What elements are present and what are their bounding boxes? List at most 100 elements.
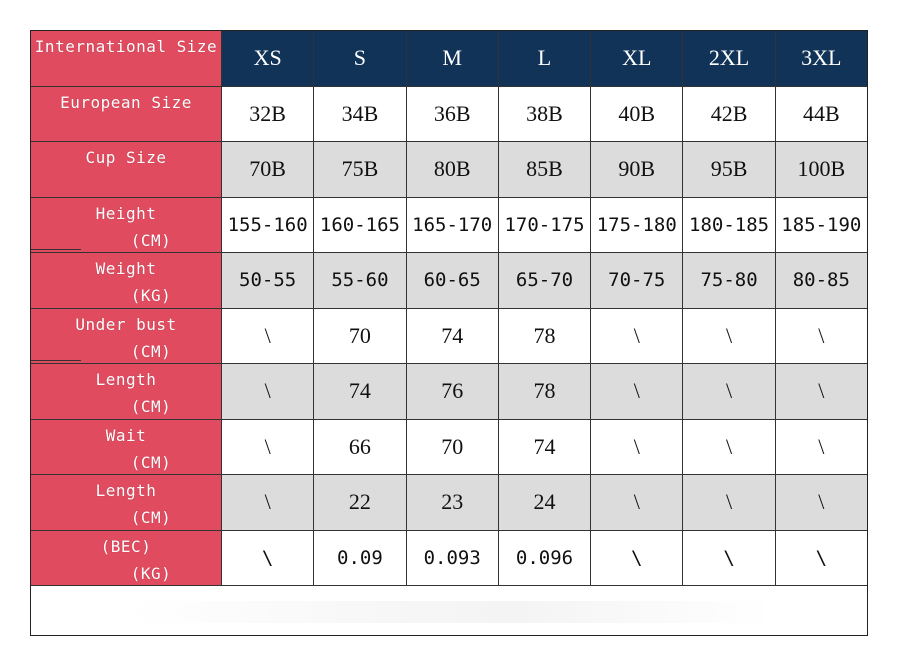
table-cell: \ — [775, 419, 867, 474]
table-cell: \ — [683, 364, 776, 419]
row-label: (BEC) — [100, 536, 152, 556]
table-row: Weight (KG) 50-55 55-60 60-65 65-70 70-7… — [31, 253, 867, 309]
table-cell: 170-175 — [498, 197, 592, 252]
table-cell: \ — [222, 419, 315, 474]
table-cell: 76 — [406, 364, 499, 419]
table-cell: 175-180 — [591, 197, 684, 252]
table-cell: 70B — [222, 142, 315, 197]
table-cell: 60-65 — [406, 253, 499, 308]
table-cell: 78 — [498, 308, 592, 363]
table-cell: \ — [683, 308, 776, 363]
table-cell: \ — [591, 530, 684, 585]
row-label-cell: European Size — [31, 86, 222, 141]
table-cell: 0.093 — [406, 530, 499, 585]
table-cell: \ — [591, 475, 684, 530]
size-header-3xl: 3XL — [775, 31, 867, 86]
row-unit-label: (CM) — [130, 341, 172, 361]
table-row: Length (CM) \ 22 23 24 \ \ \ — [31, 475, 867, 531]
table-cell: 100B — [775, 142, 867, 197]
row-label-cell: (BEC) (KG) — [31, 530, 222, 585]
table-cell: 22 — [314, 475, 407, 530]
table-cell: 80-85 — [775, 253, 867, 308]
table-cell: 32B — [222, 86, 315, 141]
table-cell: 85B — [498, 142, 592, 197]
table-row: European Size 32B 34B 36B 38B 40B 42B 44… — [31, 86, 867, 142]
table-cell: \ — [683, 475, 776, 530]
table-cell: 74 — [406, 308, 499, 363]
table-cell: 155-160 — [222, 197, 315, 252]
row-label-cell: Height (CM) — [31, 197, 222, 252]
table-cell: \ — [775, 308, 867, 363]
table-cell: 23 — [406, 475, 499, 530]
row-label: European Size — [60, 92, 192, 112]
table-cell: 180-185 — [683, 197, 776, 252]
divider — [31, 360, 81, 361]
row-label-cell: Wait (CM) — [31, 419, 222, 474]
size-header-xs: XS — [222, 31, 315, 86]
row-label: Height — [95, 203, 157, 223]
row-label-cell: Length (CM) — [31, 364, 222, 419]
row-label: Wait — [105, 425, 147, 445]
table-cell: \ — [775, 364, 867, 419]
size-header-2xl: 2XL — [683, 31, 776, 86]
table-cell: 160-165 — [314, 197, 407, 252]
size-header-xl: XL — [591, 31, 684, 86]
header-label-cell: International Size — [31, 31, 222, 86]
table-cell: \ — [683, 530, 776, 585]
table-cell: 42B — [683, 86, 776, 141]
table-cell: 38B — [498, 86, 592, 141]
table-cell: \ — [591, 308, 684, 363]
table-row: Under bust (CM) \ 70 74 78 \ \ \ — [31, 308, 867, 364]
table-cell: 50-55 — [222, 253, 315, 308]
table-cell: 165-170 — [406, 197, 499, 252]
row-label: Cup Size — [85, 148, 167, 167]
table-cell: 65-70 — [498, 253, 592, 308]
row-unit-label: (CM) — [130, 397, 172, 416]
table-cell: 36B — [406, 86, 499, 141]
row-unit-label: (KG) — [130, 563, 172, 583]
divider — [31, 249, 81, 250]
table-cell: 75-80 — [683, 253, 776, 308]
table-cell: \ — [222, 364, 315, 419]
header-label: International Size — [34, 37, 218, 56]
table-cell: 40B — [591, 86, 684, 141]
size-chart-table: International Size XS S M L XL 2XL 3XL E… — [30, 30, 868, 636]
row-label-cell: Under bust (CM) — [31, 308, 222, 363]
table-cell: \ — [591, 419, 684, 474]
table-cell: 55-60 — [314, 253, 407, 308]
row-unit-label: (CM) — [130, 508, 172, 527]
table-cell: 185-190 — [775, 197, 867, 252]
row-label-cell: Weight (KG) — [31, 253, 222, 308]
row-unit-label: (CM) — [130, 230, 172, 250]
row-label: Under bust — [75, 314, 177, 334]
table-cell: \ — [222, 475, 315, 530]
table-row: Wait (CM) \ 66 70 74 \ \ \ — [31, 419, 867, 475]
table-cell: 34B — [314, 86, 407, 141]
table-cell: 78 — [498, 364, 592, 419]
table-row: Length (CM) \ 74 76 78 \ \ \ — [31, 364, 867, 420]
table-cell: 74 — [314, 364, 407, 419]
row-unit-label: (CM) — [130, 452, 172, 472]
header-row: International Size XS S M L XL 2XL 3XL — [31, 31, 867, 87]
table-cell: \ — [222, 530, 315, 585]
row-label: Length — [95, 370, 157, 389]
table-cell: 66 — [314, 419, 407, 474]
table-row: (BEC) (KG) \ 0.09 0.093 0.096 \ \ \ — [31, 530, 867, 586]
footer-row — [31, 586, 867, 637]
table-cell: \ — [683, 419, 776, 474]
table-cell: 95B — [683, 142, 776, 197]
row-label: Weight — [95, 259, 157, 278]
footer-bar — [126, 600, 772, 623]
table-cell: 0.096 — [498, 530, 592, 585]
row-label: Length — [95, 481, 157, 500]
table-cell: 75B — [314, 142, 407, 197]
table-row: Height (CM) 155-160 160-165 165-170 170-… — [31, 197, 867, 253]
table-cell: \ — [222, 308, 315, 363]
size-header-s: S — [314, 31, 407, 86]
table-cell: 74 — [498, 419, 592, 474]
table-cell: 70 — [406, 419, 499, 474]
table-cell: \ — [775, 475, 867, 530]
table-row: Cup Size 70B 75B 80B 85B 90B 95B 100B — [31, 142, 867, 198]
row-label-cell: Length (CM) — [31, 475, 222, 530]
size-header-m: M — [406, 31, 499, 86]
